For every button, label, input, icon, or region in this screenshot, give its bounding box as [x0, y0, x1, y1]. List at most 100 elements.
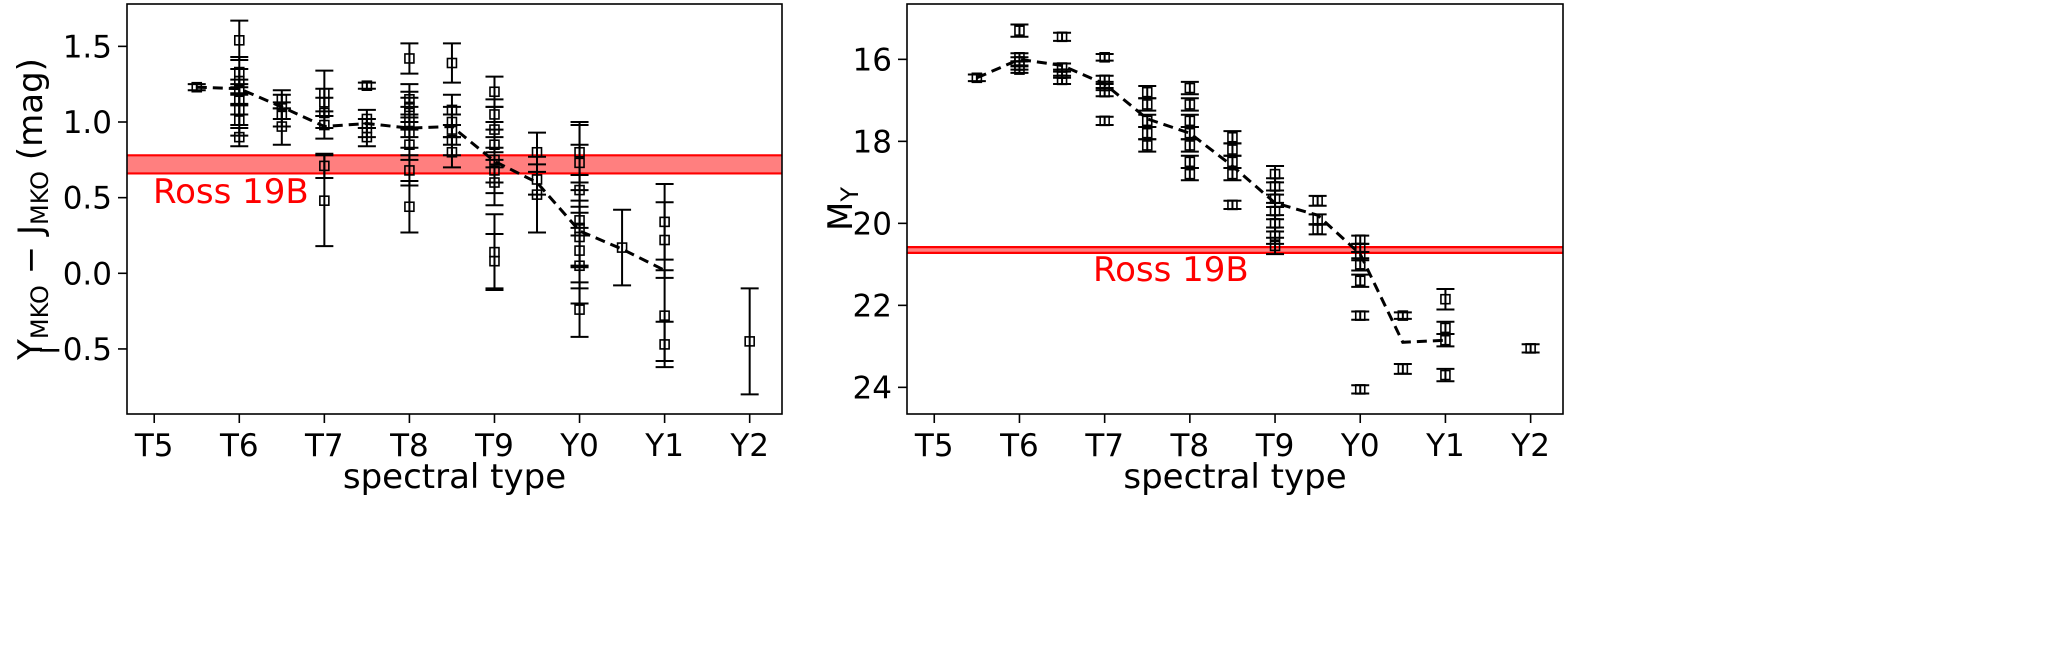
left-error-bar: [400, 42, 419, 75]
left-y-tick-label: 1.0: [63, 105, 112, 141]
left-data-point: [404, 53, 415, 64]
right-data-point: [1440, 334, 1451, 346]
left-data-point: [404, 94, 415, 105]
left-data-point: [361, 131, 373, 143]
right-data-point: [1014, 64, 1025, 75]
right-y-tick-label: 24: [853, 370, 892, 406]
right-data-point: [1141, 127, 1153, 139]
left-error-bar: [230, 127, 249, 148]
left-reference-band: [127, 154, 782, 175]
right-error-bars: [967, 23, 1540, 395]
right-data-point: [1397, 310, 1409, 321]
right-error-bar: [1393, 311, 1412, 320]
left-data-point: [319, 119, 330, 131]
right-error-bar: [1521, 343, 1540, 354]
left-error-bar: [613, 208, 632, 287]
left-x-tick-label: T9: [474, 428, 514, 464]
right-data-point: [1184, 115, 1196, 127]
left-data-point: [574, 260, 585, 272]
left-data-point: [319, 195, 330, 206]
right-data-point: [1440, 322, 1451, 334]
right-y-axis-label: MY: [821, 187, 864, 231]
right-data-point: [1056, 68, 1068, 79]
right-data-point: [1354, 384, 1366, 395]
right-error-bar: [1436, 287, 1455, 311]
left-y-ticks: −0.5 0.0 0.5 1.0 1.5: [37, 29, 127, 368]
right-x-tick-label: T7: [1084, 428, 1124, 464]
left-data-point: [574, 231, 585, 243]
left-error-bar: [442, 136, 461, 169]
left-data-point: [319, 160, 330, 172]
right-error-bar: [1223, 199, 1242, 210]
right-band-fill: [907, 247, 1563, 253]
left-data-point: [489, 154, 500, 166]
right-error-bar: [1095, 115, 1114, 126]
right-data-point: [1269, 168, 1281, 180]
right-data-point: [1227, 144, 1238, 155]
right-data-point: [1312, 195, 1323, 207]
right-x-tick-label: Y0: [1340, 428, 1380, 464]
right-data-point: [1056, 31, 1068, 43]
right-x-tick-label: T5: [914, 428, 954, 464]
right-x-ticks: T5 T6 T7 T8 T9 Y0 Y1 Y2: [914, 414, 1550, 464]
right-band-label: Ross 19B: [1093, 250, 1249, 290]
right-y-tick-label: 16: [853, 42, 892, 78]
right-data-point: [1227, 168, 1238, 180]
left-axes-frame: [126, 3, 783, 415]
right-data-point: [1141, 86, 1153, 98]
left-data-point: [574, 304, 585, 315]
left-data-point: [446, 57, 458, 69]
left-data-point: [489, 165, 500, 176]
right-axes-frame: [906, 3, 1564, 415]
right-data-point: [1354, 259, 1366, 270]
left-x-tick-label: T6: [219, 428, 259, 464]
left-trend-line: [196, 85, 666, 272]
left-data-point: [276, 94, 288, 105]
right-error-bar: [1351, 234, 1370, 245]
left-data-point: [233, 104, 245, 116]
left-x-tick-label: Y2: [729, 428, 769, 464]
left-data-point: [574, 146, 585, 158]
right-data-point: [1312, 224, 1323, 235]
right-y-tick-label: 22: [853, 288, 892, 324]
left-x-ticks: T5 T6 T7 T8 T9 Y0 Y1 Y2: [134, 414, 769, 464]
left-y-tick-label: 0.5: [63, 181, 112, 217]
right-data-point: [1227, 156, 1238, 168]
left-error-bar: [357, 81, 376, 90]
left-data-point: [276, 109, 288, 120]
left-x-tick-label: Y0: [559, 428, 599, 464]
left-data-point: [404, 101, 415, 113]
left-data-point: [574, 157, 585, 169]
left-data-point: [233, 131, 245, 143]
right-data-point: [1269, 193, 1281, 205]
left-error-bar: [187, 83, 206, 92]
left-data-point: [233, 94, 245, 105]
left-x-tick-label: T7: [304, 428, 344, 464]
right-data-point: [1269, 218, 1281, 229]
right-data-point: [1014, 25, 1025, 36]
left-error-bar: [485, 232, 504, 290]
left-data-point: [531, 146, 543, 158]
left-data-point: [659, 339, 670, 350]
left-error-bar: [740, 287, 759, 396]
left-x-axis-label: spectral type: [343, 457, 566, 497]
right-data-point: [1269, 230, 1281, 241]
left-x-tick-label: T8: [389, 428, 429, 464]
right-data-point: [1099, 80, 1110, 92]
right-data-point: [1184, 168, 1196, 180]
left-data-point: [489, 109, 500, 120]
left-data-point: [233, 75, 245, 87]
left-error-bar: [570, 281, 589, 338]
right-data-point: [1269, 181, 1281, 192]
right-x-tick-label: T8: [1170, 428, 1210, 464]
right-x-axis-label: spectral type: [1123, 457, 1346, 497]
left-y-axis-label: YMKO − JMKO (mag): [11, 58, 54, 361]
left-data-point: [616, 242, 628, 253]
right-x-tick-label: T6: [999, 428, 1039, 464]
left-error-bar: [400, 180, 419, 234]
right-markers: [971, 25, 1536, 395]
right-data-point: [1269, 205, 1281, 217]
right-error-bar: [1308, 223, 1327, 236]
left-data-point: [319, 107, 330, 119]
